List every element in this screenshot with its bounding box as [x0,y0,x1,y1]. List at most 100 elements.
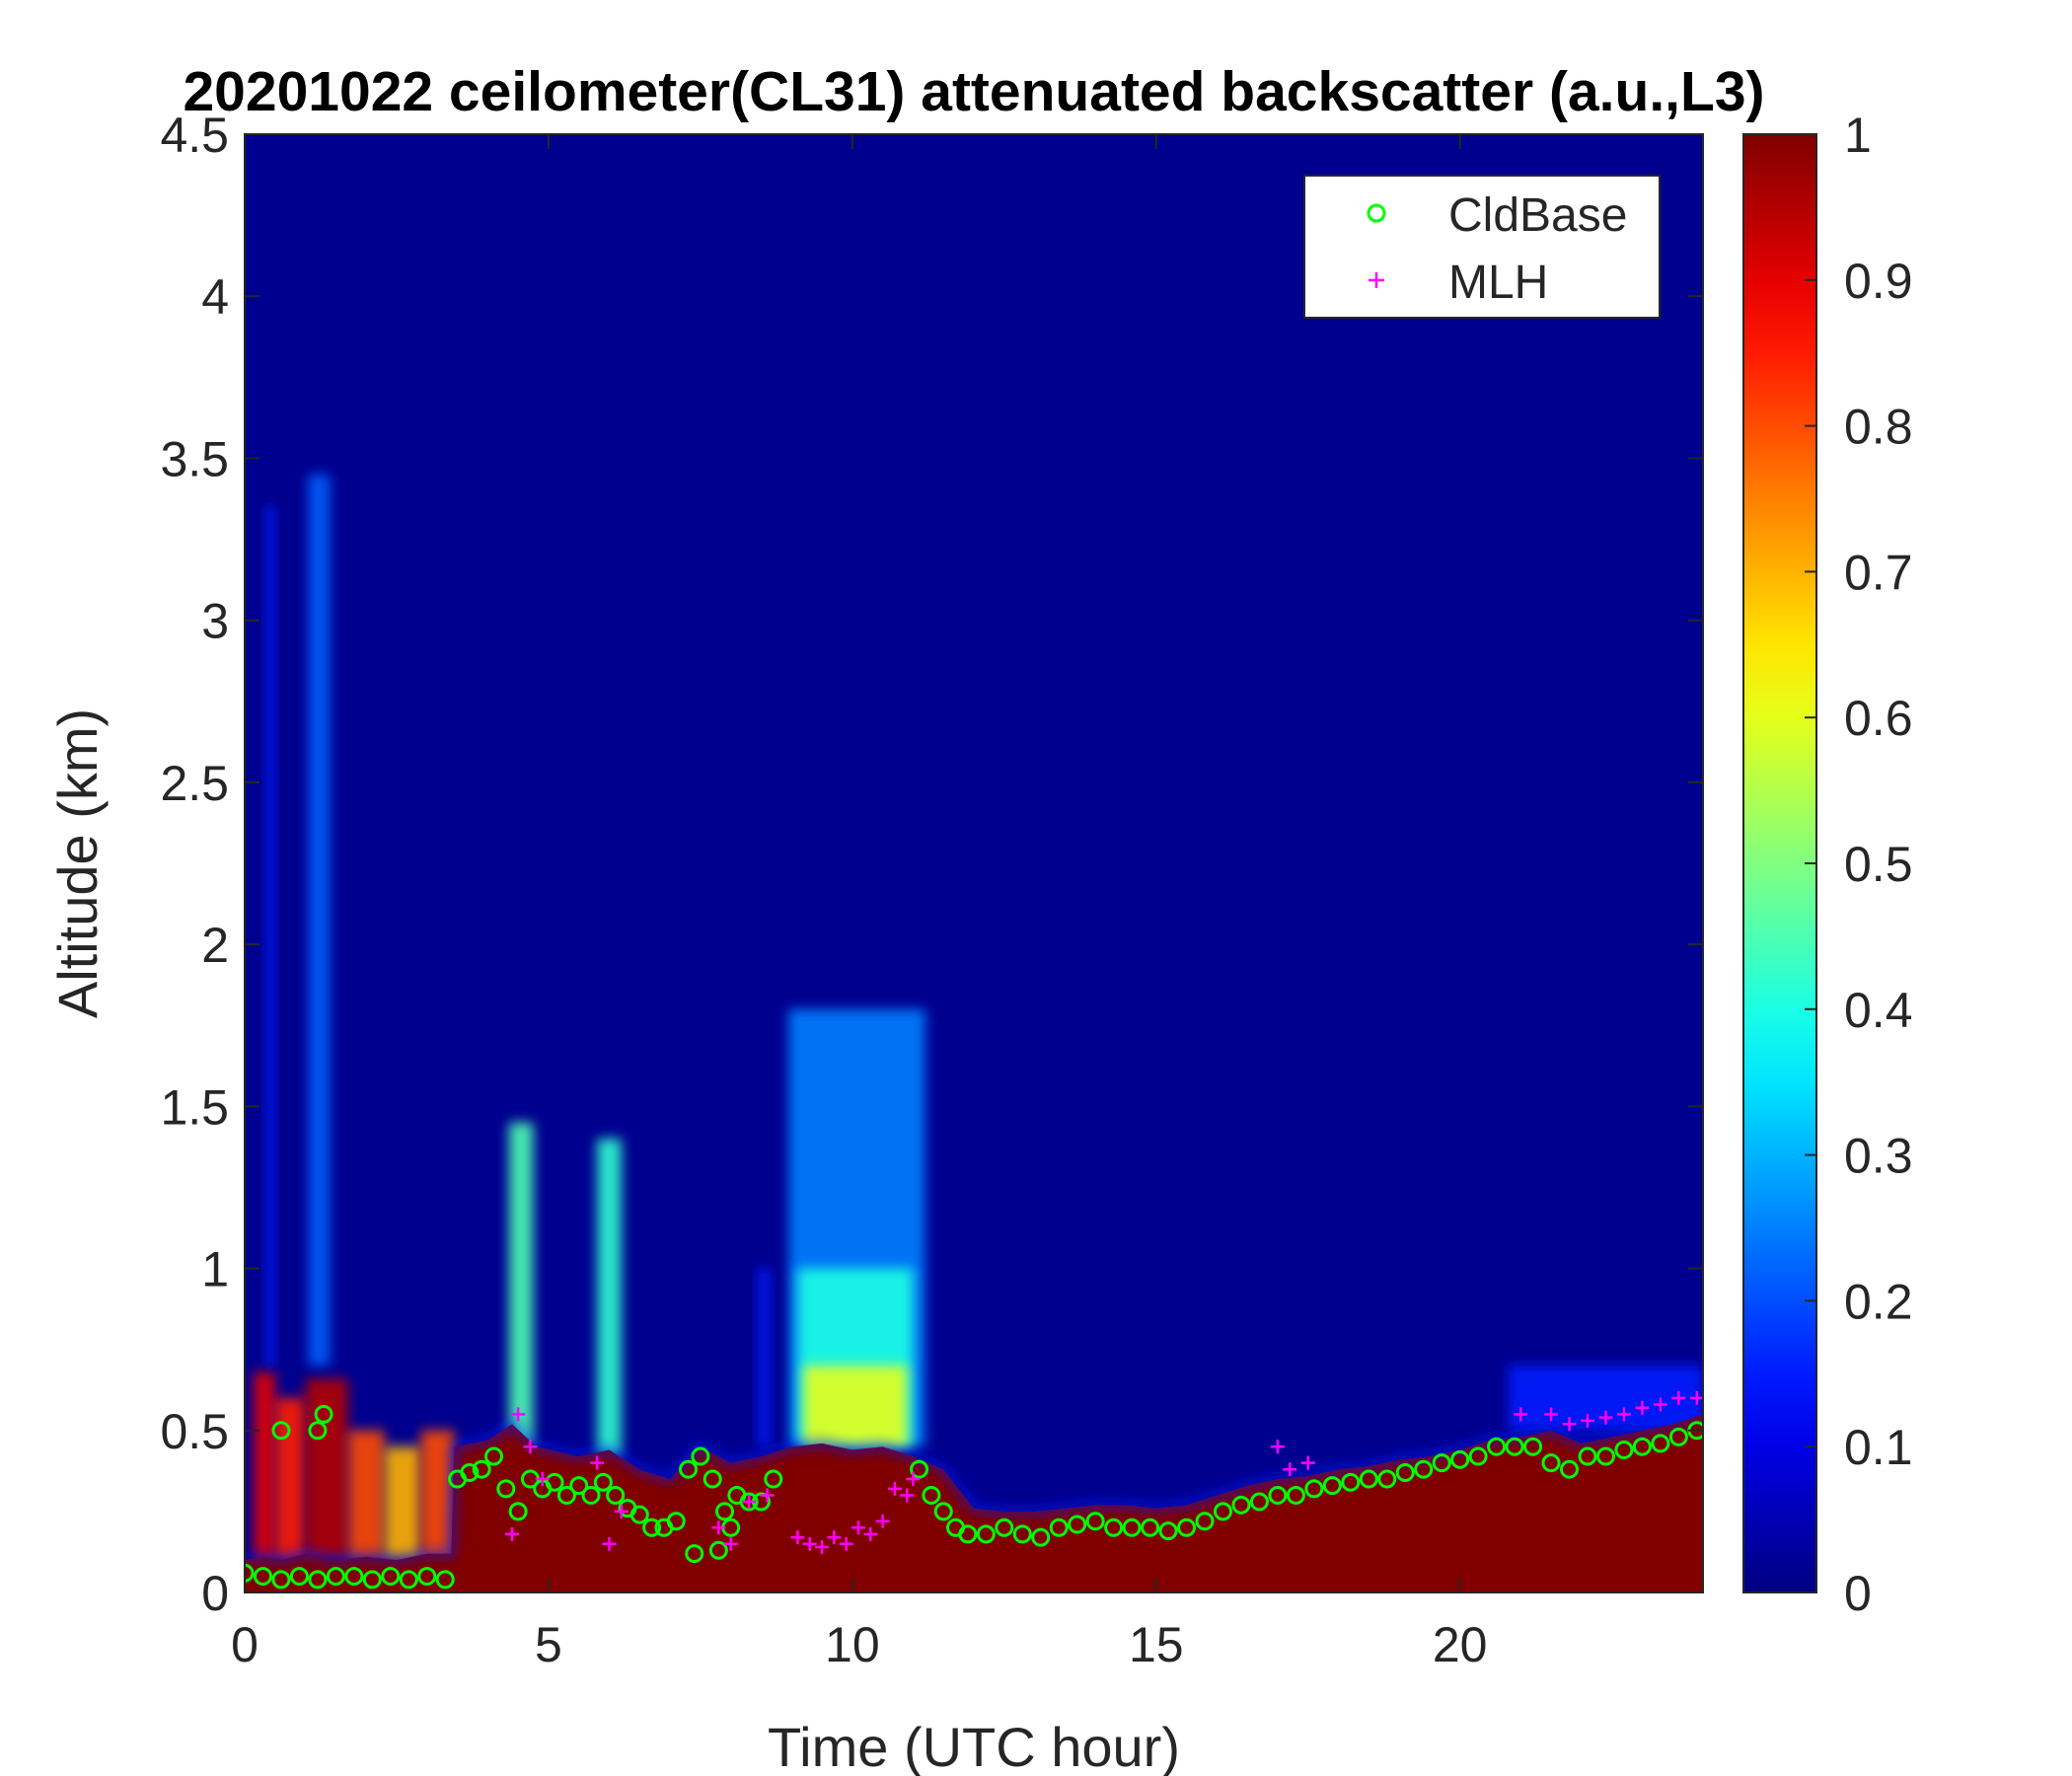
mlh-point [839,1536,853,1551]
x-tick-label: 20 [1433,1617,1488,1672]
cldbase-point [314,1404,333,1424]
colorbar-ticks: 0 0.1 0.2 0.3 0.4 0.5 0.6 0.7 0.8 0.9 1 [1805,108,1913,1621]
cldbase-point [496,1479,516,1499]
cldbase-point [691,1446,710,1466]
cldbase-point [1632,1437,1652,1456]
cldbase-point [1487,1437,1507,1456]
cldbase-point [435,1570,455,1590]
cldbase-point [1304,1479,1324,1499]
colorbar-tick-label: 0.6 [1844,691,1913,746]
cldbase-point [1049,1517,1069,1537]
legend-mlh-marker [1369,272,1384,288]
mlh-point [887,1481,902,1496]
x-axis: 0 5 10 15 20 [231,134,1487,1672]
colorbar-tick-label: 0.8 [1844,400,1913,455]
y-tick-label: 4 [201,269,229,325]
cldbase-point [1432,1453,1451,1473]
cldbase-point [381,1567,401,1587]
aerosol-feature-2 [305,1378,348,1561]
chart-title: 20201022 ceilometer(CL31) attenuated bac… [183,60,1764,123]
cldbase-point [1031,1527,1051,1547]
cldbase-point [1195,1512,1215,1531]
mlh-point [851,1520,865,1535]
mlh-point [900,1488,915,1503]
mlh-point [827,1530,842,1545]
mlh-point [1544,1407,1559,1422]
cldbase-point [679,1459,699,1479]
y-tick-label: 4.5 [160,108,229,163]
cldbase-point [417,1567,437,1587]
x-tick-label: 15 [1129,1617,1184,1672]
y-tick-label: 1 [201,1242,229,1297]
mlh-point [875,1514,890,1528]
cldbase-point [326,1567,345,1587]
cldbase-point [245,1563,255,1583]
mlh-point [511,1407,526,1422]
cldbase-point [1523,1437,1543,1456]
colorbar-tick-label: 0.5 [1844,837,1913,892]
cldbase-point [1249,1492,1269,1512]
colorbar-tick-label: 0.4 [1844,983,1913,1038]
cldbase-point [556,1485,576,1505]
mlh-point [602,1536,617,1551]
cldbase-point [1614,1440,1634,1459]
colorbar-tick-label: 0.9 [1844,254,1913,309]
mlh-point [1283,1462,1297,1477]
cldbase-point [933,1502,953,1521]
cldbase-point [910,1459,929,1479]
cldbase-point [508,1502,528,1521]
mlh-point [1580,1413,1594,1428]
aerosol-feature-13 [803,1366,908,1447]
cldbase-point [1322,1476,1342,1496]
cldbase-point [1377,1469,1397,1489]
cldbase-point [922,1485,941,1505]
mlh-point [742,1495,757,1510]
colorbar-tick-label: 0.7 [1844,545,1913,600]
mlh-point [1689,1390,1703,1405]
cldbase-point [569,1476,589,1496]
x-tick-label: 10 [825,1617,880,1672]
cldbase-point [703,1469,722,1489]
cldbase-point [1395,1462,1415,1482]
cldbase-point [1341,1472,1361,1492]
colorbar-tick-label: 0.3 [1844,1129,1913,1184]
cldbase-point [1085,1512,1105,1531]
mlh-point [760,1488,775,1503]
cldbase-point [642,1517,662,1537]
aerosol-feature-0 [254,1371,275,1561]
aerosol-feature-4 [384,1446,421,1561]
cldbase-point [308,1421,328,1441]
cldbase-point [1213,1502,1232,1521]
y-tick-label: 2 [201,918,229,973]
mlh-point [815,1540,830,1555]
aerosol-feature-1 [274,1397,306,1561]
colorbar-tick-label: 0.2 [1844,1274,1913,1329]
cldbase-point [1595,1446,1615,1466]
cldbase-point [1068,1515,1087,1534]
y-tick-label: 0 [201,1566,229,1621]
y-tick-label: 3.5 [160,431,229,486]
x-axis-label: Time (UTC hour) [768,1716,1180,1776]
cldbase-point [362,1570,382,1590]
cldbase-point [253,1567,272,1587]
colorbar-gradient [1742,133,1817,1593]
cldbase-point [1012,1524,1032,1544]
cldbase-point [629,1505,649,1524]
cldbase-point [1468,1446,1488,1466]
cldbase-point [399,1570,418,1590]
cldbase-point [344,1567,364,1587]
cldbase-point [1177,1517,1197,1537]
mlh-point [723,1536,738,1551]
cldbase-point [472,1459,491,1479]
aerosol-feature-9 [597,1139,622,1457]
cldbase-point [483,1446,503,1466]
cldbase-point [995,1517,1014,1537]
cldbase-point [666,1512,686,1531]
cldbase-point [1560,1459,1580,1479]
mlh-point [1598,1410,1613,1425]
mlh-point [711,1520,726,1535]
cldbase-point [460,1462,480,1482]
y-tick-label: 2.5 [160,756,229,811]
cldbase-point [606,1485,626,1505]
mlh-point [790,1530,805,1545]
